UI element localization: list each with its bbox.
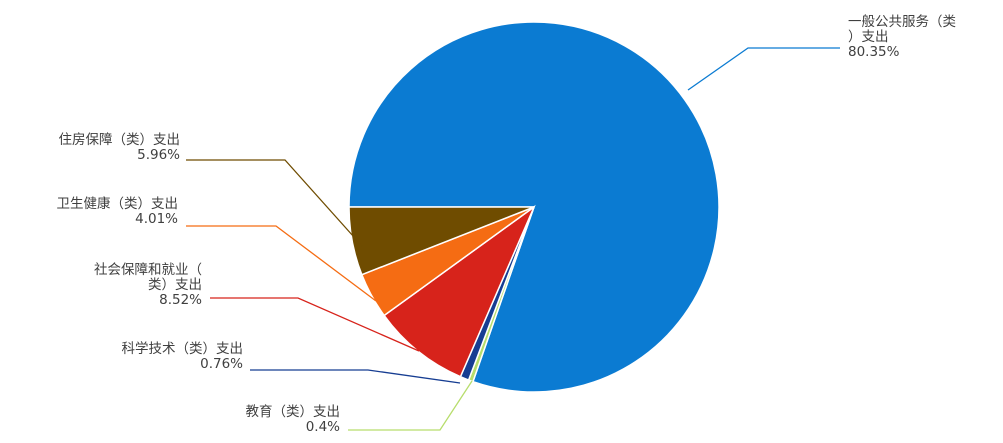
slice-name-label: 类）支出 [148,277,202,293]
slice-percent-label: 80.35% [848,44,900,60]
slice-percent-label: 5.96% [137,147,180,163]
slice-name-label: 住房保障（类）支出 [59,132,181,148]
slice-percent-label: 0.4% [306,419,340,435]
leader-line [186,225,377,302]
leader-line [186,159,363,247]
slice-name-label: ）支出 [848,29,889,45]
slice-percent-label: 0.76% [200,356,243,372]
slice-name-label: 一般公共服务（类 [848,14,956,30]
slice-percent-label: 4.01% [135,211,178,227]
slice-name-label: 卫生健康（类）支出 [57,195,179,212]
pie-slices [348,21,720,393]
leader-line [210,297,420,352]
slice-name-label: 教育（类）支出 [246,404,341,420]
pie-slice [348,206,535,276]
leader-line [687,47,840,91]
slice-name-label: 科学技术（类）支出 [122,341,244,357]
leader-lines [186,47,840,431]
slice-name-label: 社会保障和就业（ [94,262,202,278]
leader-line [250,369,461,384]
leader-line [348,380,473,431]
slice-percent-label: 8.52% [159,292,202,308]
